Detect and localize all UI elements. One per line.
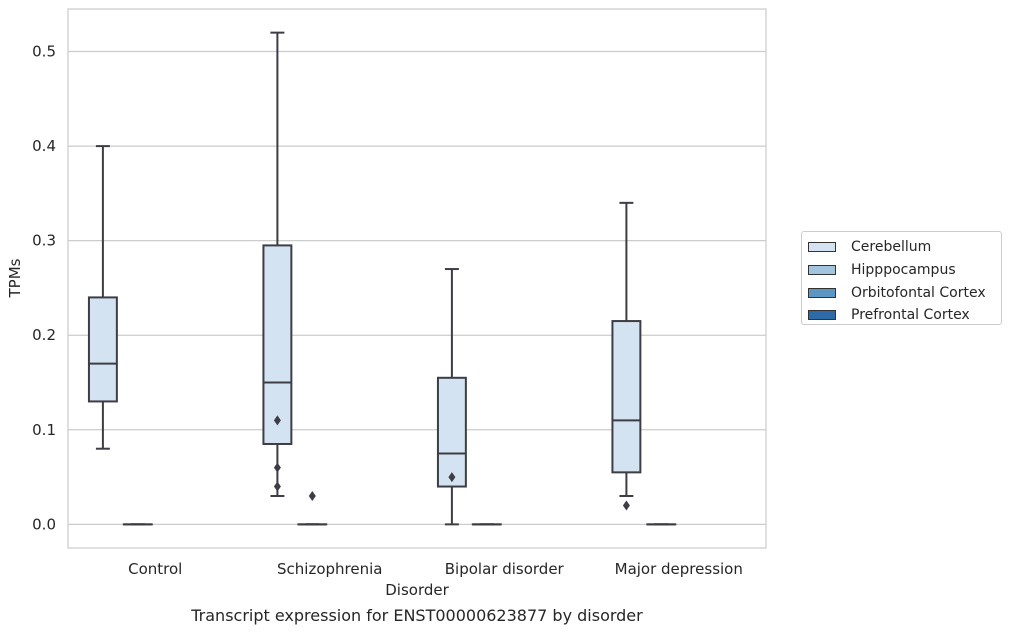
- y-tick-label: 0.5: [32, 43, 56, 61]
- outlier-point: [308, 490, 316, 501]
- box-iqr: [262, 244, 293, 445]
- legend-label: Hipppocampus: [851, 262, 956, 279]
- plot-frame: [67, 8, 767, 549]
- legend-item: Prefrontal Cortex: [808, 304, 1001, 327]
- legend-label: Prefrontal Cortex: [851, 307, 970, 324]
- y-tick-labels: 0.0 0.1 0.2 0.3 0.4 0.5: [32, 43, 56, 534]
- x-tick-label: Schizophrenia: [277, 560, 382, 578]
- legend-swatch: [808, 287, 836, 298]
- box-0-2: [436, 268, 467, 526]
- box-0-3: [611, 201, 642, 511]
- legend-swatch: [808, 242, 836, 253]
- legend-label: Cerebellum: [851, 239, 932, 256]
- legend-swatch: [808, 265, 836, 276]
- outlier-point: [273, 415, 281, 426]
- legend-item: Hipppocampus: [808, 259, 1001, 282]
- y-tick-label: 0.4: [32, 137, 56, 155]
- y-axis-label: TPMs: [6, 258, 24, 298]
- outlier-point: [448, 472, 456, 483]
- legend-swatch: [808, 310, 836, 321]
- legend-item: Orbitofontal Cortex: [808, 281, 1001, 304]
- legend-label: Orbitofontal Cortex: [851, 284, 986, 301]
- boxes: [87, 31, 677, 526]
- y-tick-label: 0.3: [32, 232, 56, 250]
- box-iqr: [87, 296, 118, 403]
- outlier-point: [273, 481, 281, 492]
- y-tick-label: 0.2: [32, 326, 56, 344]
- x-tick-label: Control: [128, 560, 182, 578]
- box-1-1: [297, 490, 328, 526]
- box-0-1: [262, 31, 293, 497]
- box-iqr: [436, 376, 467, 488]
- legend: Cerebellum Hipppocampus Orbitofontal Corte…: [801, 231, 1002, 325]
- outlier-point: [622, 500, 630, 511]
- y-tick-label: 0.1: [32, 421, 56, 439]
- x-tick-labels: Control Schizophrenia Bipolar disorder Majo…: [128, 560, 743, 578]
- box-iqr: [611, 320, 642, 474]
- figure-caption: Transcript expression for ENST0000062387…: [191, 606, 643, 625]
- outlier-point: [273, 462, 281, 473]
- legend-item: Cerebellum: [808, 236, 1001, 259]
- grid-lines: [68, 50, 766, 525]
- y-tick-label: 0.0: [32, 515, 56, 533]
- x-axis-label: Disorder: [385, 581, 449, 599]
- x-tick-label: Bipolar disorder: [445, 560, 565, 578]
- x-tick-label: Major depression: [615, 560, 743, 578]
- box-0-0: [87, 145, 118, 450]
